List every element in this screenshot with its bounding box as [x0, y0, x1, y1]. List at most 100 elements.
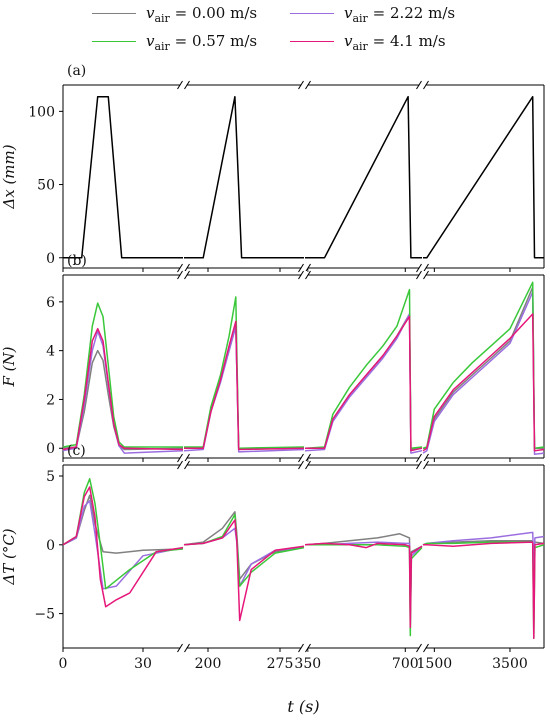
y-axis-label: F (N) — [0, 346, 18, 387]
axis-break-mark — [423, 460, 429, 470]
y-tick-label: 6 — [46, 295, 55, 311]
series-line — [184, 296, 305, 449]
series-line — [304, 313, 423, 454]
axis-break-mark — [305, 270, 311, 280]
x-tick-label: 3500 — [492, 656, 528, 672]
axis-break-mark — [184, 460, 190, 470]
legend-swatch — [92, 13, 136, 14]
axis-break-mark — [184, 270, 190, 280]
axis-break-mark — [416, 453, 422, 463]
series-line — [422, 531, 545, 567]
axis-break-mask — [419, 644, 426, 652]
series-line — [183, 511, 305, 580]
axis-break-mask — [419, 454, 426, 462]
series-line — [62, 327, 184, 451]
axis-break-mark — [423, 453, 429, 463]
legend-label: vair = 0.57 m/s — [146, 32, 258, 53]
axis-break-mark — [305, 80, 311, 90]
axis-break-mark — [305, 643, 311, 653]
axis-break-mark — [298, 263, 304, 273]
axis-break-mark — [184, 453, 190, 463]
axis-break-mask — [301, 264, 308, 272]
y-tick-label: 50 — [37, 178, 55, 194]
axis-break-mark — [423, 270, 429, 280]
y-tick-label: 100 — [28, 104, 55, 120]
axis-break-mark — [416, 460, 422, 470]
axis-break-mark — [416, 80, 422, 90]
y-tick-label: 5 — [46, 469, 55, 485]
series-line — [62, 330, 184, 454]
axis-break-mark — [298, 460, 304, 470]
axis-break-mark — [305, 460, 311, 470]
axis-break-mark — [305, 263, 311, 273]
axis-break-mask — [180, 264, 187, 272]
panel-label: (b) — [67, 253, 87, 269]
axis-break-mark — [305, 453, 311, 463]
panel-label: (a) — [67, 63, 86, 79]
x-axis-label: t (s) — [287, 697, 319, 716]
axis-break-mark — [298, 270, 304, 280]
series-line — [184, 95, 304, 259]
legend-label: vair = 0.00 m/s — [146, 4, 258, 25]
axis-break-mark — [177, 80, 183, 90]
axis-break-mark — [298, 80, 304, 90]
legend-swatch — [290, 13, 334, 14]
axis-break-mask — [419, 271, 426, 279]
axis-break-mark — [298, 453, 304, 463]
x-tick-label: 700 — [392, 656, 419, 672]
series-line — [62, 349, 184, 451]
axis-break-mask — [180, 81, 187, 89]
y-tick-label: 0 — [46, 538, 55, 554]
legend-label: vair = 2.22 m/s — [344, 4, 456, 25]
y-tick-label: 0 — [46, 441, 55, 457]
x-tick-label: 275 — [267, 656, 294, 672]
axis-break-mask — [419, 81, 426, 89]
axis-break-mark — [416, 643, 422, 653]
series-line — [62, 478, 184, 590]
axis-break-mark — [423, 80, 429, 90]
axis-break-mark — [298, 643, 304, 653]
axis-break-mark — [184, 263, 190, 273]
axis-break-mask — [301, 271, 308, 279]
x-tick-label: 1500 — [417, 656, 453, 672]
axis-break-mask — [301, 454, 308, 462]
axis-break-mask — [419, 264, 426, 272]
x-tick-label: 30 — [134, 656, 152, 672]
series-line — [184, 325, 304, 449]
axis-break-mark — [184, 643, 190, 653]
x-tick-label: 350 — [294, 656, 321, 672]
axis-break-mask — [180, 271, 187, 279]
axis-break-mark — [416, 270, 422, 280]
y-tick-label: 4 — [46, 344, 55, 360]
axis-break-mask — [301, 644, 308, 652]
axis-break-mark — [423, 263, 429, 273]
series-line — [183, 519, 305, 622]
legend-label: vair = 4.1 m/s — [344, 32, 446, 53]
axis-break-mask — [180, 644, 187, 652]
series-line — [305, 95, 422, 259]
legend-swatch — [290, 41, 334, 42]
series-line — [183, 527, 305, 587]
axis-break-mask — [180, 461, 187, 469]
axis-break-mark — [184, 80, 190, 90]
series-line — [183, 325, 305, 453]
x-tick-label: 200 — [195, 656, 222, 672]
series-line — [62, 494, 184, 554]
y-axis-label: Δx (mm) — [0, 144, 18, 209]
panel-label: (c) — [67, 443, 86, 459]
axis-break-mark — [416, 263, 422, 273]
y-tick-label: 0 — [46, 251, 55, 267]
series-line — [63, 95, 183, 259]
axis-break-mark — [177, 643, 183, 653]
series-line — [62, 486, 184, 608]
series-line — [422, 291, 545, 456]
y-tick-label: −5 — [34, 607, 55, 623]
axis-break-mark — [177, 460, 183, 470]
series-line — [184, 320, 305, 451]
axis-break-mask — [301, 461, 308, 469]
axis-break-mask — [180, 454, 187, 462]
axis-break-mark — [177, 263, 183, 273]
series-line — [422, 541, 545, 640]
series-line — [305, 541, 423, 622]
